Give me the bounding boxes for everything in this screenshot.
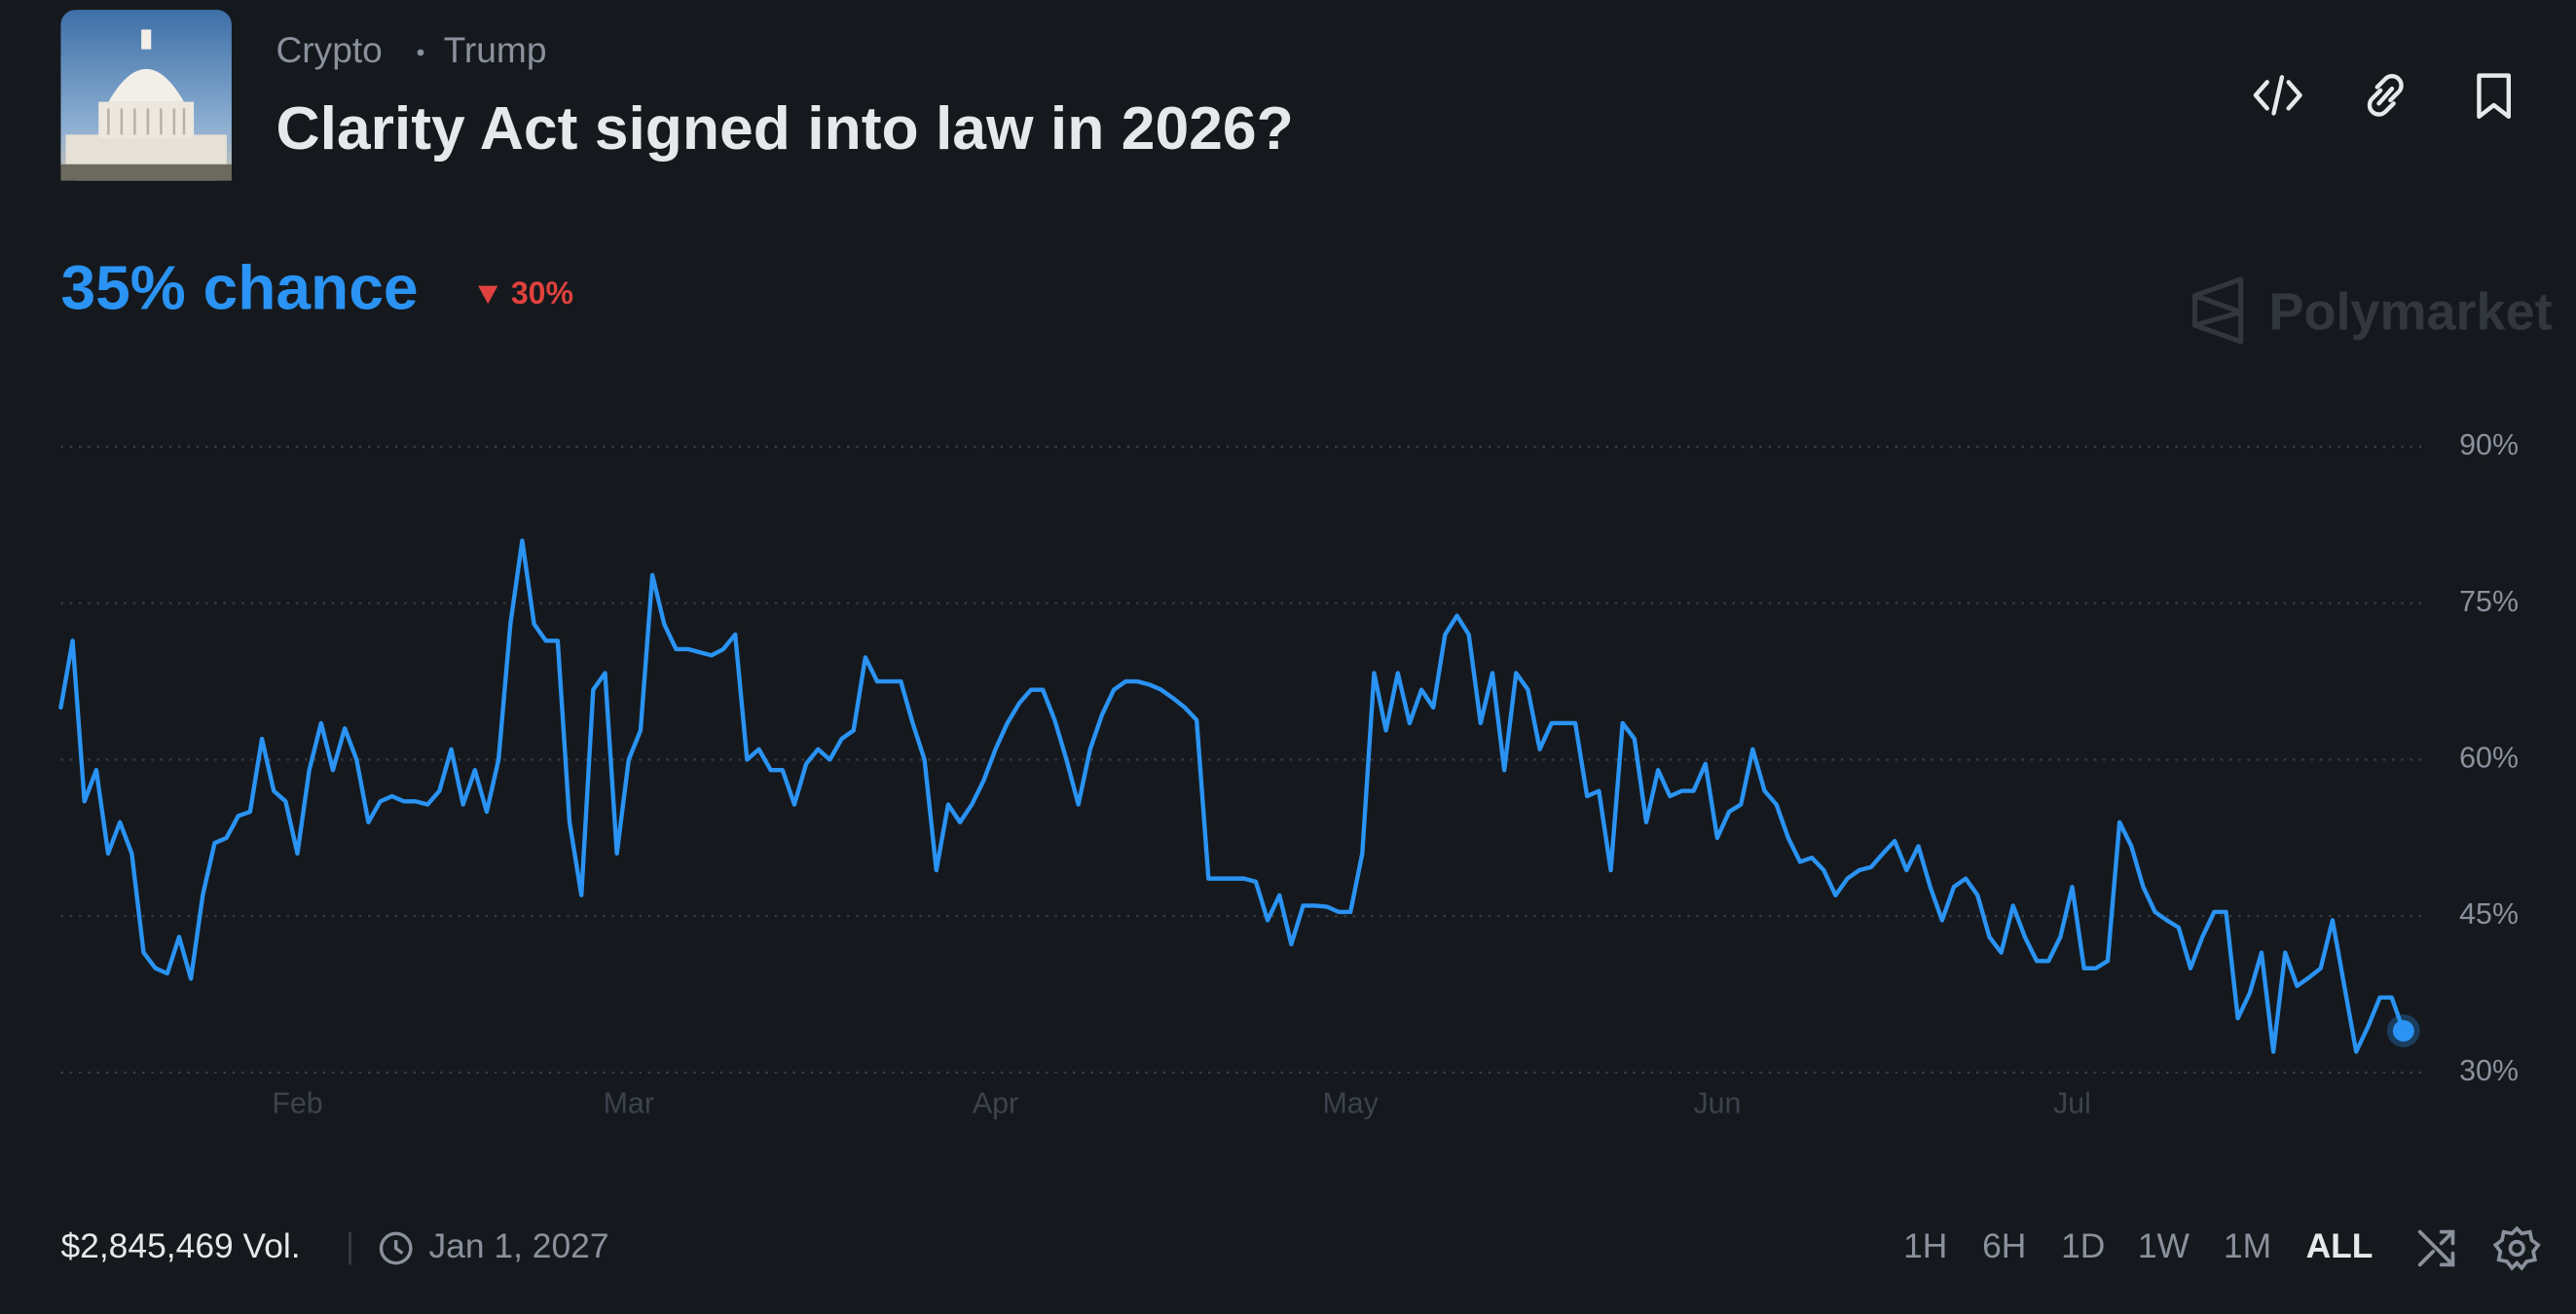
clock-icon	[379, 1231, 413, 1265]
y-tick-label: 90%	[2459, 429, 2519, 461]
market-image	[60, 10, 232, 181]
chance: 35% chance	[60, 252, 418, 322]
x-tick-label: Apr	[973, 1088, 1018, 1120]
brand: Polymarket	[2268, 282, 2552, 341]
x-tick-label: Jun	[1693, 1088, 1741, 1120]
x-tick-label: Mar	[604, 1088, 654, 1120]
y-tick-label: 30%	[2459, 1055, 2519, 1087]
shuffle-button[interactable]	[2417, 1229, 2455, 1267]
x-tick-label: Feb	[272, 1088, 322, 1120]
embed-button[interactable]	[2253, 75, 2302, 116]
price-line	[58, 538, 2407, 1054]
range-button[interactable]: 1W	[2138, 1226, 2190, 1265]
y-tick-label: 45%	[2459, 898, 2519, 931]
end-date: Jan 1, 2027	[428, 1226, 608, 1265]
current-point	[2392, 1020, 2414, 1042]
range-button[interactable]: 1H	[1903, 1226, 1947, 1265]
x-tick-label: May	[1322, 1088, 1379, 1120]
bookmark-button[interactable]	[2477, 73, 2512, 120]
market-title: Clarity Act signed into law in 2026?	[276, 94, 1294, 163]
tag[interactable]: Trump	[444, 29, 547, 70]
plot: 30% 45% 60% 75% 90% Feb Mar Apr May Jun Jul	[58, 429, 2519, 1120]
range-button[interactable]: 1D	[2061, 1226, 2105, 1265]
change-down-arrow	[478, 285, 498, 305]
range-selector: 1H 6H 1D 1W 1M ALL	[1903, 1226, 2373, 1265]
tag-separator	[417, 49, 424, 56]
range-button[interactable]: 1M	[2224, 1226, 2271, 1265]
range-button[interactable]: ALL	[2306, 1226, 2374, 1265]
settings-button[interactable]	[2492, 1225, 2541, 1271]
volume: $2,845,469 Vol.	[60, 1226, 300, 1265]
y-tick-label: 75%	[2459, 586, 2519, 618]
copy-link-button[interactable]	[2367, 74, 2404, 117]
watermark: Polymarket	[2191, 276, 2553, 345]
y-tick-label: 60%	[2459, 742, 2519, 774]
tag[interactable]: Crypto	[276, 29, 383, 70]
change: 30%	[511, 275, 573, 310]
x-tick-label: Jul	[2053, 1088, 2091, 1120]
range-button[interactable]: 6H	[1982, 1226, 2026, 1265]
